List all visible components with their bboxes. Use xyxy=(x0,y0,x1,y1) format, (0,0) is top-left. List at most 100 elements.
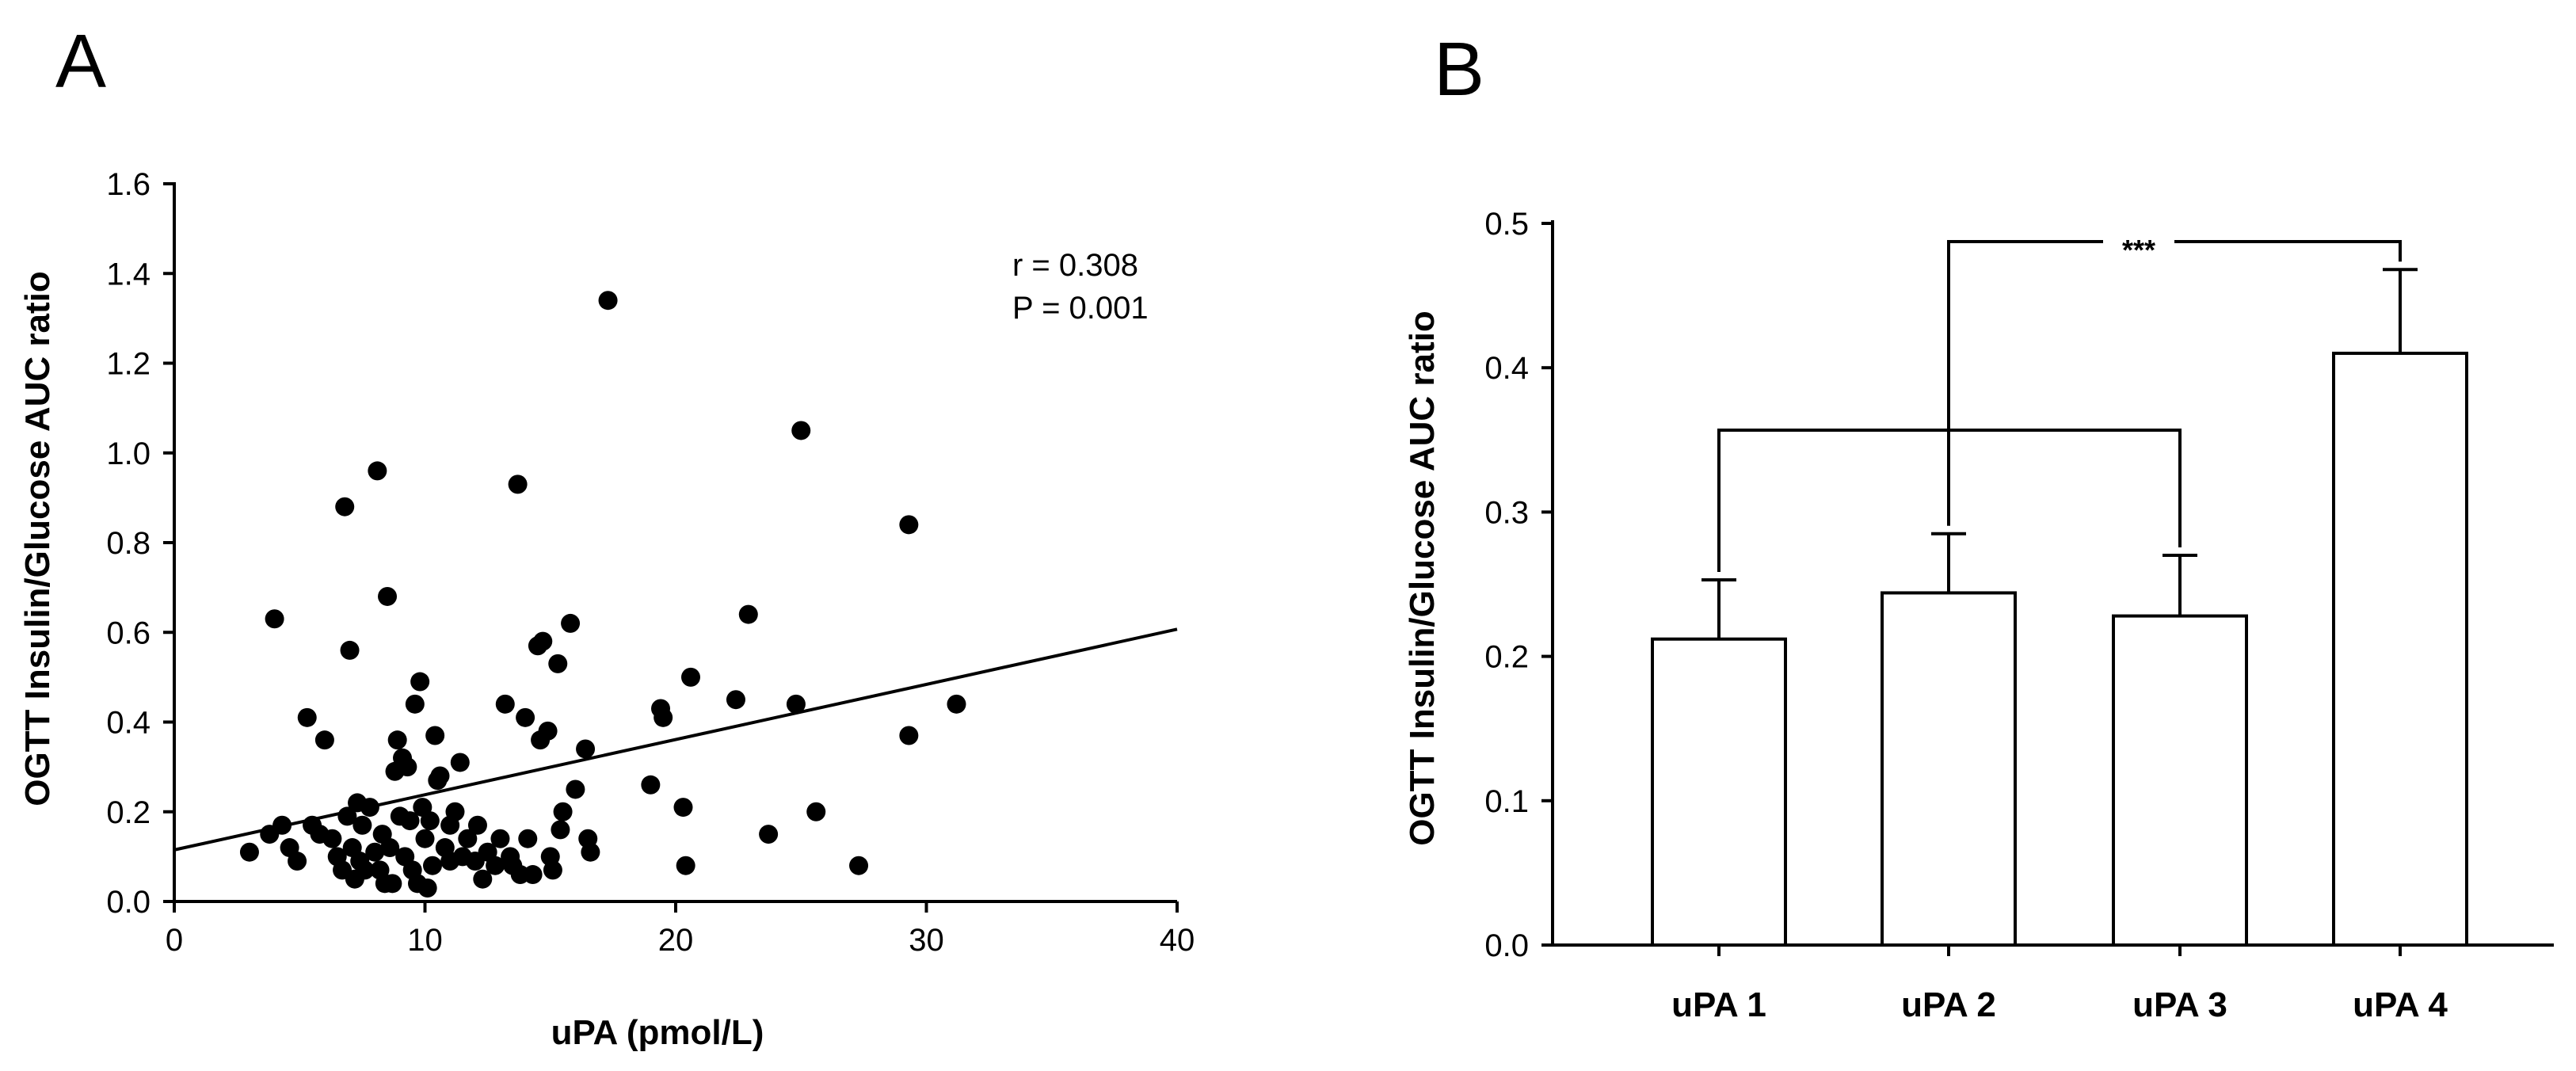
scatter-point xyxy=(726,690,745,710)
scatter-point xyxy=(561,613,581,633)
scatter-point xyxy=(947,694,966,714)
panel-a-points xyxy=(239,291,966,898)
panel-b-x-labels: uPA 1 uPA 2 uPA 3 uPA 4 xyxy=(1671,945,2448,1024)
panel-a-x-tick-label: 0 xyxy=(166,923,183,958)
scatter-point xyxy=(533,631,553,651)
panel-a-letter: A xyxy=(55,19,106,104)
scatter-point xyxy=(548,654,568,673)
scatter-point xyxy=(378,586,398,606)
panel-b-x-tick-label: uPA 4 xyxy=(2353,985,2448,1024)
panel-b-x-tick-label: uPA 1 xyxy=(1671,985,1766,1024)
bar-upa-2 xyxy=(1881,591,2017,947)
panel-a-y-tick-label: 1.2 xyxy=(106,347,151,382)
panel-a-y-tick-label: 0.8 xyxy=(106,526,151,561)
panel-b-y-tick-label: 0.5 xyxy=(1484,207,1529,242)
scatter-point xyxy=(641,775,661,795)
scatter-point xyxy=(417,879,437,898)
panel-b-y-ticks: 0.0 0.1 0.2 0.3 0.4 0.5 xyxy=(1484,207,1553,963)
panel-a-y-tick-label: 0.0 xyxy=(106,885,151,920)
panel-a-p-annotation: P = 0.001 xyxy=(1012,291,1149,326)
scatter-point xyxy=(551,820,570,840)
scatter-point xyxy=(405,694,425,714)
panel-b-y-tick-label: 0.3 xyxy=(1484,495,1529,530)
scatter-point xyxy=(365,842,385,862)
scatter-point xyxy=(899,726,919,745)
scatter-point xyxy=(430,766,450,786)
panel-a-x-axis-title: uPA (pmol/L) xyxy=(551,1013,764,1052)
bar-upa-3 xyxy=(2112,614,2248,947)
scatter-point xyxy=(654,707,673,727)
scatter-point xyxy=(759,825,779,844)
panel-b-y-axis-title: OGTT Insulin/Glucose AUC ratio xyxy=(1403,311,1442,846)
scatter-point xyxy=(673,798,693,818)
panel-b-y-tick-label: 0.0 xyxy=(1484,928,1529,963)
scatter-point xyxy=(490,829,510,848)
panel-b-significance-brackets xyxy=(1717,240,2402,573)
scatter-point xyxy=(425,726,445,745)
scatter-point xyxy=(383,874,402,894)
scatter-point xyxy=(806,802,826,821)
scatter-point xyxy=(297,707,317,727)
panel-a-y-tick-label: 1.0 xyxy=(106,436,151,471)
panel-a-scatter: A OGTT Insulin/Glucose AUC ratio uPA (pm… xyxy=(18,19,1195,1052)
scatter-point xyxy=(581,842,600,862)
panel-a-y-tick-label: 1.6 xyxy=(106,167,151,202)
panel-b-y-tick-label: 0.4 xyxy=(1484,351,1529,386)
scatter-point xyxy=(355,860,375,880)
scatter-point xyxy=(380,838,400,858)
panel-b-y-tick-label: 0.1 xyxy=(1484,784,1529,819)
scatter-point xyxy=(445,802,465,821)
panel-a-x-ticks: 0 10 20 30 40 xyxy=(166,901,1195,958)
panel-a-r-annotation: r = 0.308 xyxy=(1012,248,1138,283)
panel-a-x-tick-label: 30 xyxy=(909,923,944,958)
scatter-point xyxy=(676,856,695,875)
panel-b-bar: B OGTT Insulin/Glucose AUC ratio 0.00.10… xyxy=(1403,27,2554,1024)
scatter-point xyxy=(680,667,700,687)
regression-line xyxy=(173,627,1178,852)
panel-a-y-axis-title: OGTT Insulin/Glucose AUC ratio xyxy=(18,271,57,806)
scatter-point xyxy=(495,694,515,714)
scatter-point xyxy=(314,730,334,750)
scatter-point xyxy=(553,802,573,821)
scatter-point xyxy=(420,811,440,831)
scatter-point xyxy=(340,640,360,660)
scatter-point xyxy=(265,609,284,629)
panel-a-y-tick-label: 0.4 xyxy=(106,706,151,741)
scatter-point xyxy=(467,815,487,835)
panel-a-y-ticks: 0.0 0.2 0.4 0.6 0.8 1.0 1.2 1.4 1.6 xyxy=(106,167,174,920)
scatter-point xyxy=(598,291,618,311)
bracket-top-right xyxy=(2174,240,2402,262)
panel-a-x-tick-label: 20 xyxy=(658,923,694,958)
panel-b-bars xyxy=(1651,268,2468,947)
scatter-point xyxy=(398,757,417,777)
scatter-point xyxy=(400,811,420,831)
scatter-point xyxy=(508,475,528,494)
scatter-point xyxy=(387,730,407,750)
scatter-point xyxy=(899,515,919,535)
scatter-point xyxy=(368,461,387,481)
bracket-top-left xyxy=(1947,240,2103,430)
panel-b-significance-stars: *** xyxy=(2122,234,2155,266)
panel-a-y-tick-label: 1.4 xyxy=(106,257,151,292)
bar-upa-1 xyxy=(1651,637,1787,947)
scatter-point xyxy=(239,842,259,862)
scatter-point xyxy=(538,721,558,741)
panel-a-y-tick-label: 0.2 xyxy=(106,795,151,830)
scatter-point xyxy=(473,869,493,889)
scatter-point xyxy=(422,856,442,875)
panel-b-letter: B xyxy=(1434,27,1484,112)
scatter-point xyxy=(415,829,435,848)
scatter-point xyxy=(791,421,811,440)
panel-a-x-tick-label: 40 xyxy=(1160,923,1195,958)
scatter-point xyxy=(410,672,430,692)
panel-b-y-tick-label: 0.2 xyxy=(1484,640,1529,675)
scatter-point xyxy=(486,856,505,875)
scatter-point xyxy=(523,865,543,885)
scatter-point xyxy=(288,852,307,871)
panel-b-x-tick-label: uPA 3 xyxy=(2132,985,2227,1024)
scatter-point xyxy=(518,829,538,848)
scatter-point xyxy=(576,739,596,759)
scatter-point xyxy=(543,860,562,880)
panel-a-y-tick-label: 0.6 xyxy=(106,616,151,650)
